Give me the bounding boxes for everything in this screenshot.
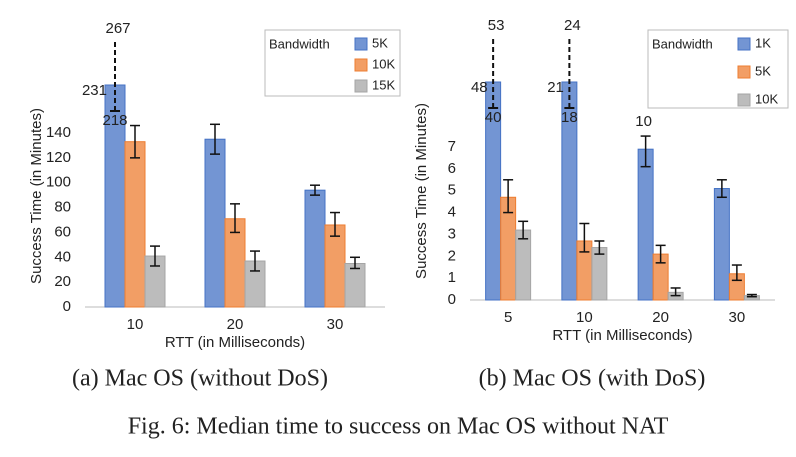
y-tick-label: 6 <box>448 160 456 177</box>
legend-label: 10K <box>755 91 778 106</box>
legend-title: Bandwidth <box>269 36 330 51</box>
legend-swatch <box>354 37 368 51</box>
y-axis-label: Success Time (in Minutes) <box>413 103 430 279</box>
bar <box>324 224 346 308</box>
annotation: 10 <box>635 113 652 130</box>
x-tick-label: 5 <box>504 309 512 326</box>
error-high-label: 24 <box>564 17 581 34</box>
legend-swatch <box>737 65 751 79</box>
legend-label: 10K <box>372 56 395 71</box>
y-tick-label: 80 <box>54 199 71 216</box>
legend-swatch <box>737 93 751 107</box>
y-tick-label: 40 <box>54 248 71 265</box>
value-label: 48 <box>471 79 488 96</box>
error-low-label: 18 <box>561 109 578 126</box>
x-tick-label: 30 <box>327 316 344 333</box>
bar <box>304 189 326 308</box>
bar <box>713 188 730 301</box>
legend-box <box>264 29 401 97</box>
y-tick-label: 0 <box>448 291 456 308</box>
y-tick-label: 5 <box>448 182 456 199</box>
y-axis-label: Success Time (in Minutes) <box>28 108 45 284</box>
legend-swatch <box>354 58 368 72</box>
bar <box>591 247 608 301</box>
figure-caption: Fig. 6: Median time to success on Mac OS… <box>128 414 669 440</box>
legend-swatch <box>737 37 751 51</box>
value-label: 21 <box>547 79 564 96</box>
legend-title: Bandwidth <box>652 36 713 51</box>
error-low-label: 40 <box>485 109 502 126</box>
error-low-label: 218 <box>102 112 127 129</box>
legend-label: 5K <box>755 63 771 78</box>
x-tick-label: 20 <box>227 316 244 333</box>
y-tick-label: 120 <box>46 149 71 166</box>
y-tick-label: 4 <box>448 204 456 221</box>
chart-subtitle: (a) Mac OS (without DoS) <box>72 366 328 392</box>
y-tick-label: 20 <box>54 273 71 290</box>
legend-box <box>647 29 789 109</box>
x-tick-label: 20 <box>652 309 669 326</box>
legend-label: 5K <box>372 35 388 50</box>
bar <box>204 138 226 308</box>
x-axis-label: RTT (in Milliseconds) <box>165 334 305 351</box>
chart-subtitle: (b) Mac OS (with DoS) <box>479 366 706 392</box>
bar <box>637 148 654 301</box>
x-axis-label: RTT (in Milliseconds) <box>552 327 692 344</box>
legend-swatch <box>354 79 368 93</box>
y-tick-label: 100 <box>46 174 71 191</box>
y-tick-label: 60 <box>54 223 71 240</box>
legend-label: 15K <box>372 77 395 92</box>
y-tick-label: 2 <box>448 247 456 264</box>
x-tick-label: 30 <box>729 309 746 326</box>
x-tick-label: 10 <box>576 309 593 326</box>
legend-label: 1K <box>755 35 771 50</box>
error-high-label: 267 <box>105 20 130 37</box>
y-tick-label: 1 <box>448 269 456 286</box>
x-tick-label: 10 <box>127 316 144 333</box>
y-tick-label: 140 <box>46 124 71 141</box>
value-label: 231 <box>82 82 107 99</box>
y-tick-label: 7 <box>448 138 456 155</box>
bar <box>124 141 146 308</box>
y-tick-label: 0 <box>63 298 71 315</box>
bar <box>515 229 532 301</box>
y-tick-label: 3 <box>448 225 456 242</box>
bar <box>344 263 366 308</box>
error-high-label: 53 <box>488 17 505 34</box>
